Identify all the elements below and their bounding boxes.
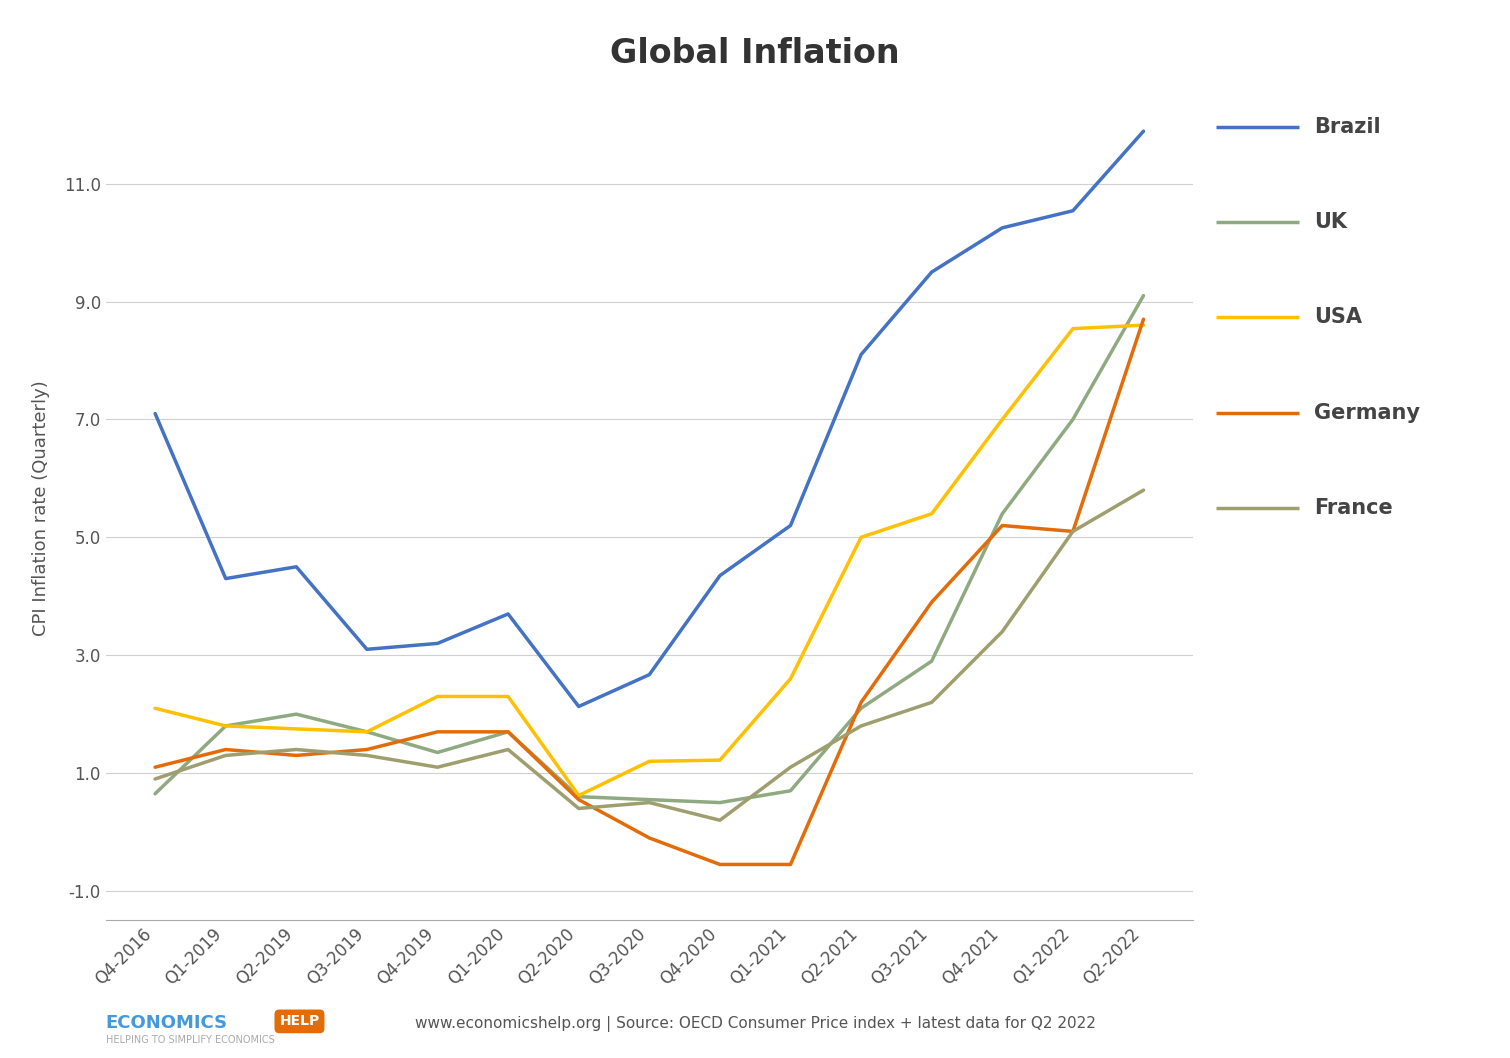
- Germany: [498, 726, 516, 738]
- UK: [569, 790, 587, 803]
- Text: Brazil: Brazil: [1314, 117, 1380, 136]
- Text: ECONOMICS: ECONOMICS: [106, 1014, 228, 1032]
- Germany: [429, 726, 447, 738]
- Text: UK: UK: [1314, 213, 1347, 232]
- Germany: [711, 858, 729, 871]
- Brazil: [994, 221, 1012, 234]
- France: [1134, 484, 1152, 496]
- Text: HELPING TO SIMPLIFY ECONOMICS: HELPING TO SIMPLIFY ECONOMICS: [106, 1036, 275, 1045]
- Brazil: [1134, 125, 1152, 138]
- USA: [358, 726, 376, 738]
- France: [429, 761, 447, 773]
- UK: [146, 787, 165, 800]
- Germany: [994, 519, 1012, 532]
- Germany: [287, 749, 305, 762]
- UK: [923, 655, 941, 668]
- France: [923, 696, 941, 709]
- Line: UK: UK: [156, 295, 1143, 803]
- UK: [1065, 413, 1083, 425]
- USA: [146, 701, 165, 714]
- USA: [994, 413, 1012, 425]
- France: [216, 749, 234, 762]
- Brazil: [498, 607, 516, 620]
- UK: [711, 797, 729, 809]
- France: [287, 743, 305, 755]
- Text: USA: USA: [1314, 308, 1362, 327]
- Line: Germany: Germany: [156, 320, 1143, 864]
- USA: [711, 753, 729, 766]
- USA: [923, 508, 941, 521]
- Germany: [782, 858, 800, 871]
- UK: [852, 701, 870, 714]
- Germany: [216, 743, 234, 755]
- USA: [1065, 323, 1083, 335]
- France: [640, 797, 658, 809]
- USA: [216, 719, 234, 732]
- Text: France: France: [1314, 498, 1392, 517]
- UK: [498, 726, 516, 738]
- France: [852, 719, 870, 732]
- UK: [994, 508, 1012, 521]
- France: [782, 761, 800, 773]
- Text: www.economicshelp.org | Source: OECD Consumer Price index + latest data for Q2 2: www.economicshelp.org | Source: OECD Con…: [415, 1016, 1095, 1032]
- Text: HELP: HELP: [279, 1015, 320, 1028]
- USA: [429, 690, 447, 703]
- UK: [782, 784, 800, 797]
- Brazil: [146, 407, 165, 420]
- UK: [358, 726, 376, 738]
- Brazil: [782, 519, 800, 532]
- Germany: [569, 794, 587, 806]
- France: [1065, 525, 1083, 537]
- Brazil: [640, 669, 658, 681]
- Brazil: [1065, 204, 1083, 217]
- Line: USA: USA: [156, 325, 1143, 796]
- France: [711, 814, 729, 826]
- USA: [1134, 318, 1152, 331]
- USA: [498, 690, 516, 703]
- Germany: [852, 696, 870, 709]
- Brazil: [216, 572, 234, 585]
- Brazil: [429, 637, 447, 650]
- Brazil: [569, 700, 587, 713]
- Germany: [1065, 525, 1083, 537]
- France: [358, 749, 376, 762]
- UK: [1134, 289, 1152, 302]
- USA: [287, 723, 305, 735]
- Text: Global Inflation: Global Inflation: [610, 37, 900, 70]
- Y-axis label: CPI Inflation rate (Quarterly): CPI Inflation rate (Quarterly): [32, 380, 50, 636]
- USA: [852, 531, 870, 544]
- Germany: [640, 832, 658, 844]
- France: [569, 802, 587, 815]
- Germany: [358, 743, 376, 755]
- Brazil: [923, 266, 941, 278]
- Line: France: France: [156, 490, 1143, 820]
- Brazil: [358, 643, 376, 656]
- France: [146, 772, 165, 785]
- UK: [287, 708, 305, 720]
- UK: [640, 794, 658, 806]
- Germany: [1134, 313, 1152, 326]
- USA: [782, 673, 800, 686]
- UK: [216, 719, 234, 732]
- France: [994, 625, 1012, 638]
- UK: [429, 746, 447, 759]
- Brazil: [852, 348, 870, 361]
- USA: [569, 789, 587, 802]
- Germany: [923, 596, 941, 608]
- France: [498, 743, 516, 755]
- Germany: [146, 761, 165, 773]
- Line: Brazil: Brazil: [156, 131, 1143, 707]
- Brazil: [287, 561, 305, 573]
- USA: [640, 755, 658, 768]
- Text: Germany: Germany: [1314, 403, 1419, 422]
- Brazil: [711, 569, 729, 582]
